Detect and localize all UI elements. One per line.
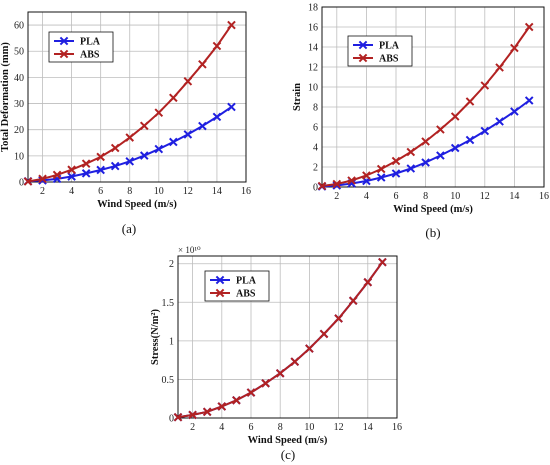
x-tick-label: 16 <box>539 191 549 202</box>
legend-label: ABS <box>80 50 100 61</box>
y-tick-label: 12 <box>308 63 318 74</box>
x-tick-label: 4 <box>219 422 224 433</box>
y-tick-label: 10 <box>14 151 24 162</box>
y-tick-label: 6 <box>313 123 318 134</box>
x-tick-label: 14 <box>212 186 222 197</box>
y-axis-label: Total Deformation (mm) <box>0 42 11 152</box>
x-tick-label: 12 <box>183 186 193 197</box>
panel-label: (a) <box>122 221 136 236</box>
panel-label: (c) <box>281 447 295 462</box>
legend-label: PLA <box>80 37 101 48</box>
legend-label: PLA <box>379 41 400 52</box>
y-axis-label: Strain <box>292 83 303 111</box>
y-tick-label: 16 <box>308 23 318 34</box>
legend: PLA ABS <box>205 271 269 301</box>
chart-panel-0: 2 4 6 8 10 12 14 16 0 10 20 30 40 50 60 Wind Speed (m/s… <box>0 12 251 236</box>
x-tick-label: 4 <box>69 186 74 197</box>
x-tick-label: 6 <box>394 191 399 202</box>
y-tick-label: 60 <box>14 21 24 32</box>
legend: PLA ABS <box>49 32 113 62</box>
x-tick-label: 2 <box>334 191 339 202</box>
y-tick-label: 0 <box>19 178 24 189</box>
y-tick-label: 30 <box>14 99 24 110</box>
x-tick-label: 6 <box>249 422 254 433</box>
y-tick-label: 18 <box>308 3 318 14</box>
chart-panel-2: 2 4 6 8 10 12 14 16 0 0.5 1 1.5 2 × 10¹⁰ Wind Speed (m… <box>150 245 402 462</box>
x-tick-label: 8 <box>127 186 132 197</box>
y-tick-label: 0 <box>313 183 318 194</box>
y-tick-label: 2 <box>313 163 318 174</box>
x-tick-label: 14 <box>363 422 373 433</box>
y-tick-label: 0 <box>169 414 174 425</box>
chart-panel-1: 2 4 6 8 10 12 14 16 0 2 4 6 8 10 12 14 16 18 Wind Speed (m… <box>292 3 549 241</box>
y-tick-label: 14 <box>308 43 318 54</box>
y-exponent-label: × 10¹⁰ <box>178 245 201 255</box>
y-tick-label: 0.5 <box>162 375 175 386</box>
panel-label: (b) <box>425 225 440 240</box>
y-axis-label: Stress(N/m²) <box>150 308 161 365</box>
x-tick-label: 10 <box>450 191 460 202</box>
y-tick-label: 8 <box>313 103 318 114</box>
x-tick-label: 6 <box>98 186 103 197</box>
x-tick-label: 2 <box>190 422 195 433</box>
x-axis-label: Wind Speed (m/s) <box>248 435 328 446</box>
x-tick-label: 16 <box>241 186 251 197</box>
y-tick-label: 50 <box>14 47 24 58</box>
x-tick-label: 8 <box>423 191 428 202</box>
y-tick-label: 10 <box>308 83 318 94</box>
x-tick-label: 12 <box>334 422 344 433</box>
x-tick-label: 4 <box>364 191 369 202</box>
x-tick-label: 10 <box>304 422 314 433</box>
legend-label: ABS <box>236 289 256 300</box>
y-tick-label: 4 <box>313 143 318 154</box>
legend-label: ABS <box>379 54 399 65</box>
legend: PLA ABS <box>348 36 412 66</box>
y-tick-label: 40 <box>14 73 24 84</box>
x-axis-label: Wind Speed (m/s) <box>393 204 473 215</box>
x-tick-label: 14 <box>509 191 519 202</box>
y-tick-label: 2 <box>169 259 174 270</box>
y-tick-label: 20 <box>14 125 24 136</box>
x-tick-label: 2 <box>40 186 45 197</box>
x-axis-label: Wind Speed (m/s) <box>97 199 177 210</box>
legend-label: PLA <box>236 276 257 287</box>
x-tick-label: 12 <box>480 191 490 202</box>
y-tick-label: 1 <box>169 336 174 347</box>
x-tick-label: 10 <box>154 186 164 197</box>
x-tick-label: 16 <box>392 422 402 433</box>
x-tick-label: 8 <box>278 422 283 433</box>
y-tick-label: 1.5 <box>162 298 175 309</box>
